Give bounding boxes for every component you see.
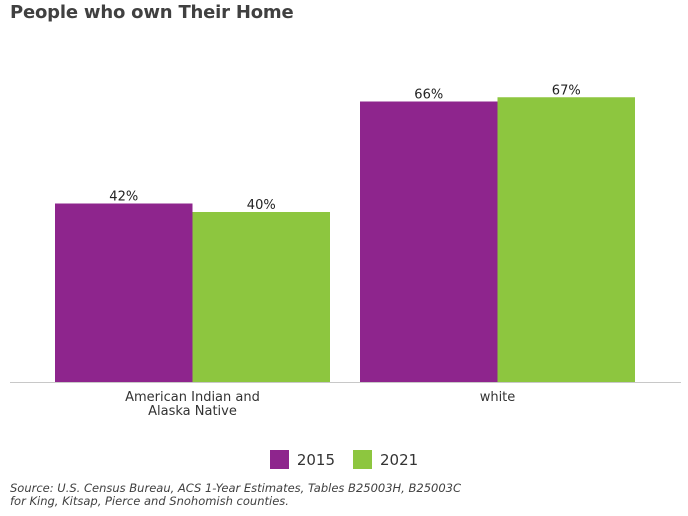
chart-title: People who own Their Home bbox=[10, 2, 294, 23]
legend-label-2021: 2021 bbox=[380, 450, 419, 469]
data-label-2015-1: 66% bbox=[414, 88, 443, 103]
legend: 2015 2021 bbox=[0, 450, 688, 469]
data-label-2021-1: 67% bbox=[552, 83, 581, 98]
legend-item-2015: 2015 bbox=[269, 450, 335, 469]
bar-2021-1 bbox=[497, 97, 635, 382]
category-label-1-line-0: white bbox=[480, 390, 516, 405]
data-label-2015-0: 42% bbox=[109, 190, 138, 205]
legend-item-2021: 2021 bbox=[353, 450, 418, 469]
bar-2021-0 bbox=[192, 212, 330, 382]
data-label-2021-0: 40% bbox=[247, 198, 276, 213]
bar-2015-1 bbox=[360, 101, 498, 382]
category-label-0-line-0: American Indian and bbox=[125, 390, 260, 405]
legend-swatch-2015 bbox=[269, 450, 289, 469]
category-label-0-line-1: Alaska Native bbox=[148, 404, 237, 419]
source-line-1: Source: U.S. Census Bureau, ACS 1-Year E… bbox=[10, 481, 461, 495]
bar-2015-0 bbox=[55, 203, 193, 382]
source-note: Source: U.S. Census Bureau, ACS 1-Year E… bbox=[10, 482, 670, 508]
legend-label-2015: 2015 bbox=[296, 450, 335, 469]
source-line-2: for King, Kitsap, Pierce and Snohomish c… bbox=[10, 494, 289, 508]
legend-swatch-2021 bbox=[353, 450, 372, 469]
